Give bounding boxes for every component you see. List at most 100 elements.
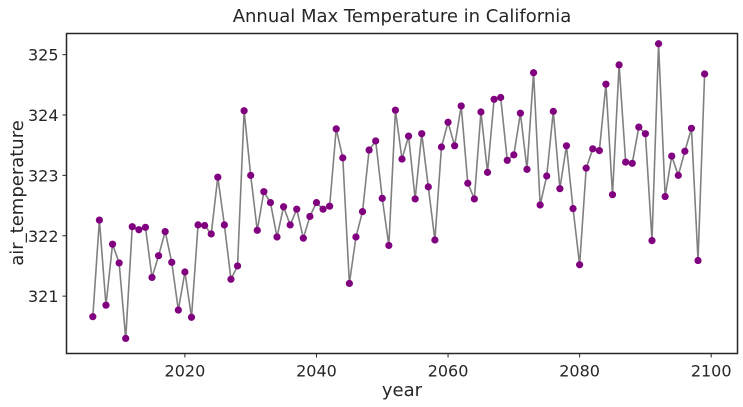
data-point: [589, 145, 597, 153]
x-axis-label: year: [382, 380, 423, 401]
data-point: [385, 241, 393, 250]
data-point: [628, 159, 636, 167]
data-point: [161, 227, 169, 236]
data-point: [194, 221, 202, 229]
data-point: [102, 301, 110, 309]
data-point: [214, 173, 222, 181]
data-point: [266, 198, 275, 207]
data-point: [319, 205, 327, 213]
y-tick-label: 324: [28, 106, 59, 125]
data-point: [490, 95, 498, 103]
y-tick-label: 325: [28, 46, 59, 65]
x-tick-label: 2060: [428, 362, 469, 381]
data-point: [503, 156, 511, 164]
data-point: [108, 240, 117, 248]
y-axis-ticks: 321 322 323 324 325: [28, 46, 67, 306]
data-point: [641, 130, 650, 138]
data-point: [253, 226, 261, 234]
data-point: [437, 143, 446, 151]
data-point: [332, 125, 340, 133]
data-point: [365, 146, 373, 154]
data-point: [247, 171, 255, 179]
data-point: [233, 262, 242, 270]
data-point: [201, 221, 209, 230]
data-point: [128, 223, 136, 231]
data-point: [536, 201, 544, 209]
data-point: [661, 192, 669, 201]
data-point: [293, 205, 301, 213]
data-point: [115, 259, 123, 267]
data-point: [431, 236, 439, 244]
data-point: [424, 183, 432, 191]
data-point: [372, 137, 380, 145]
data-point: [260, 188, 268, 196]
x-tick-label: 2080: [559, 362, 600, 381]
data-point: [510, 151, 518, 159]
data-point: [89, 313, 97, 321]
plot-area-frame: [65, 32, 739, 355]
data-point: [668, 152, 676, 160]
data-point: [451, 142, 459, 150]
data-point: [497, 93, 505, 102]
data-point: [273, 233, 281, 241]
data-point: [141, 223, 150, 231]
data-point: [635, 123, 643, 131]
data-point: [135, 226, 143, 234]
data-point: [595, 147, 603, 155]
data-point: [168, 258, 176, 266]
data-point: [339, 154, 347, 162]
data-point: [279, 203, 288, 211]
data-point: [312, 198, 321, 207]
data-point: [543, 172, 551, 180]
data-point: [681, 147, 689, 155]
data-point: [576, 261, 584, 269]
data-point: [404, 132, 413, 140]
data-point: [411, 195, 419, 203]
data-point: [457, 102, 465, 110]
y-axis-label: air_temperature: [7, 120, 28, 266]
data-point: [154, 252, 163, 260]
data-point: [95, 216, 103, 224]
data-point: [358, 208, 367, 216]
data-point: [306, 212, 314, 221]
data-point: [608, 191, 617, 199]
data-point: [470, 195, 478, 203]
y-tick-label: 322: [28, 227, 59, 246]
data-point: [516, 109, 525, 117]
series-layer: [89, 40, 709, 343]
series-line: [92, 43, 706, 339]
chart-title: Annual Max Temperature in California: [233, 6, 572, 27]
data-point: [648, 236, 656, 245]
x-axis-ticks: 2020 2040 2060 2080 2100: [165, 353, 732, 381]
data-point: [345, 279, 353, 288]
data-point: [391, 106, 400, 114]
data-point: [687, 124, 696, 132]
data-point: [148, 273, 156, 282]
data-point: [582, 164, 590, 172]
data-point: [240, 107, 248, 115]
data-point: [207, 230, 215, 238]
data-point: [529, 69, 538, 77]
y-tick-label: 323: [28, 166, 59, 185]
data-point: [549, 107, 557, 115]
data-point: [477, 108, 485, 116]
data-point: [523, 165, 531, 173]
data-point: [378, 194, 386, 202]
data-point: [418, 130, 426, 138]
x-tick-label: 2100: [691, 362, 732, 381]
data-point: [398, 155, 406, 163]
data-point: [556, 185, 564, 193]
x-tick-label: 2020: [165, 362, 206, 381]
data-point: [615, 61, 623, 69]
data-point: [464, 179, 472, 187]
data-point: [622, 158, 630, 166]
data-point: [674, 171, 682, 179]
data-point: [286, 221, 294, 229]
data-point: [602, 80, 610, 88]
data-point: [562, 142, 571, 150]
data-point: [227, 275, 235, 283]
data-point: [122, 334, 130, 343]
data-point: [326, 202, 334, 210]
data-point: [483, 168, 492, 176]
